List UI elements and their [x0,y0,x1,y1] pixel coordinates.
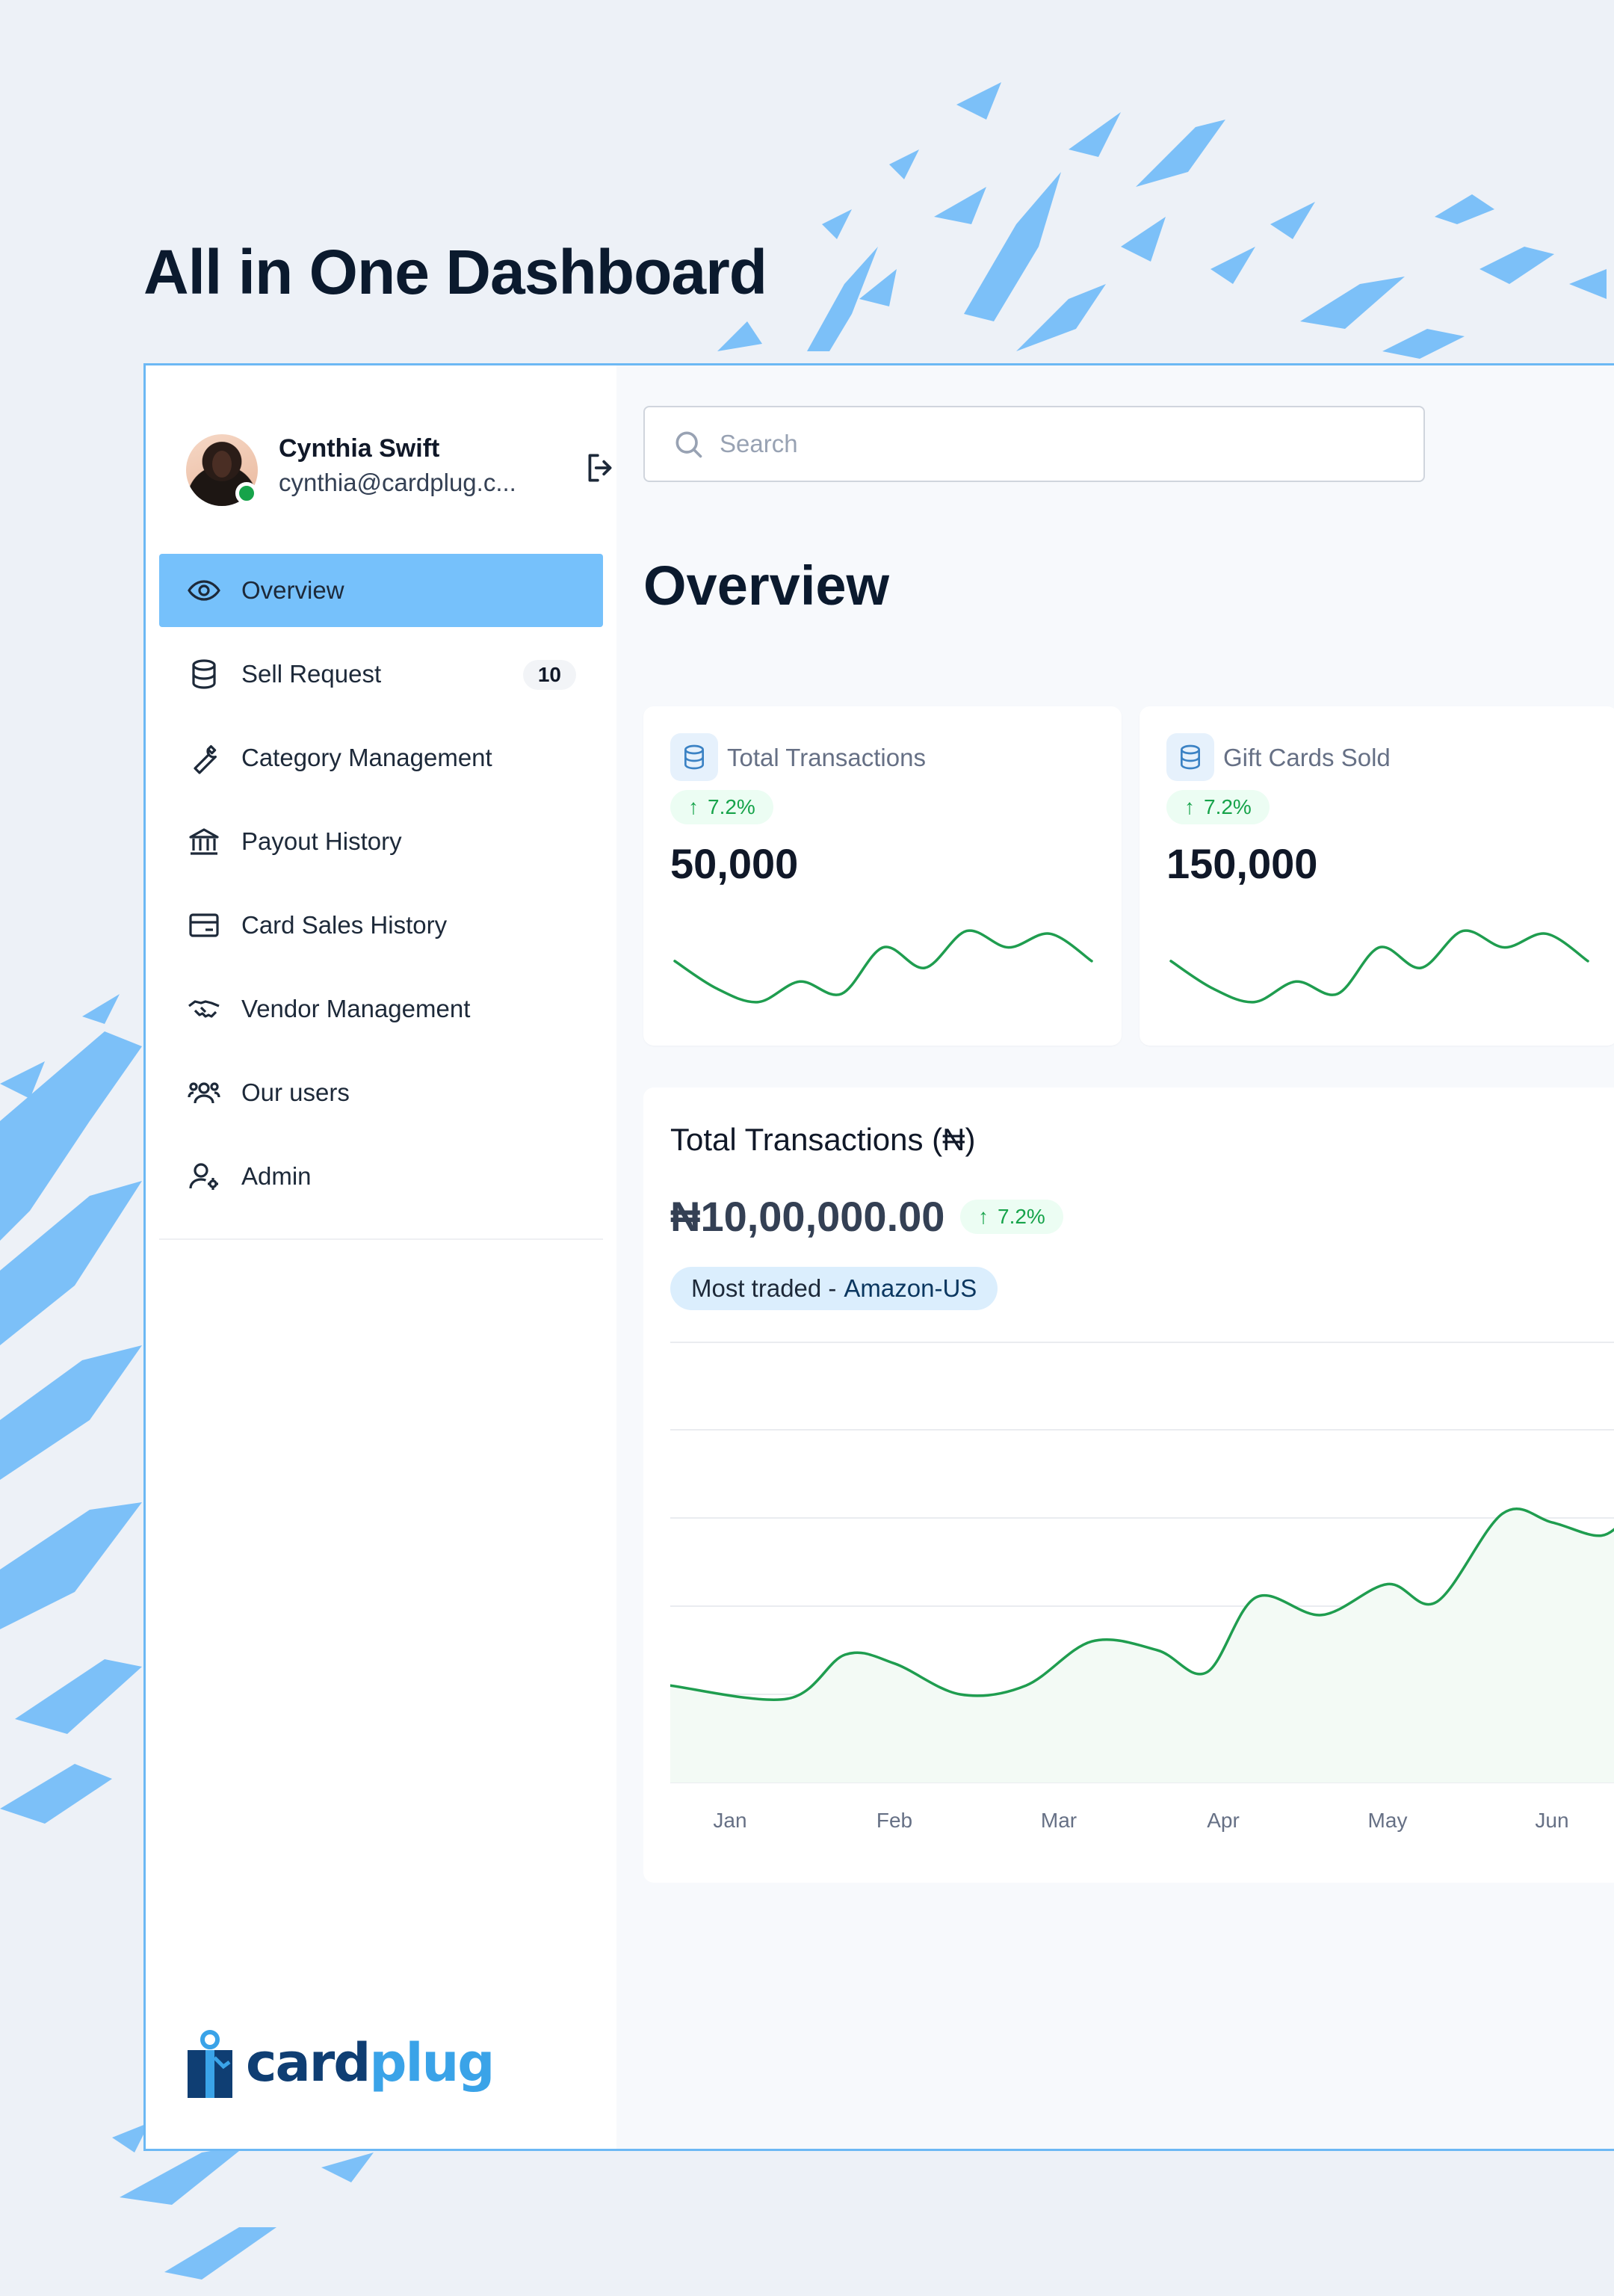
gift-icon [188,2030,232,2098]
sidebar-item-label: Card Sales History [241,911,448,939]
hero-title: All in One Dashboard [143,237,767,307]
sidebar-divider [159,1238,603,1240]
cardplug-logo: cardplug [186,2028,495,2102]
sidebar-item-label: Admin [241,1162,312,1190]
sell-request-count-badge: 10 [522,660,576,690]
stat-card-total-transactions: Total Transactions ↑ 7.2% 50,000 [643,706,1122,1046]
sidebar-item-overview[interactable]: Overview [159,554,603,627]
handshake-icon [188,1000,220,1018]
arrow-up-icon: ↑ [978,1205,989,1228]
most-traded-label: Most traded - [691,1274,837,1302]
sidebar-item-payout-history[interactable]: Payout History [159,805,603,878]
user-profile: Cynthia Swift cynthia@cardplug.c... [186,434,612,509]
sidebar-item-vendor-management[interactable]: Vendor Management [159,972,603,1046]
sidebar-item-label: Our users [241,1078,350,1106]
stat-title: Total Transactions [727,744,926,771]
sidebar: Cynthia Swift cynthia@cardplug.c... Over… [146,365,616,2149]
sidebar-item-label: Category Management [241,744,492,771]
brand-name-part1: card [246,2032,371,2093]
brand-name-part2: plug [369,2032,495,2093]
stat-card-gift-cards-sold: Gift Cards Sold ↑ 7.2% 150,000 [1140,706,1614,1046]
sidebar-item-our-users[interactable]: Our users [159,1056,603,1129]
sparkline-chart [673,929,1093,1004]
stat-icon-container [670,733,718,781]
sidebar-item-label: Vendor Management [241,995,471,1022]
sparkline-series-line [673,929,1093,1004]
logout-icon[interactable] [582,449,619,487]
trend-value: 7.2% [708,795,755,818]
dashboard-window: Cynthia Swift cynthia@cardplug.c... Over… [143,363,1614,2151]
summary-title: Total Transactions (₦) [670,1122,976,1157]
main-content: Overview Total Transactions ↑ 7.2% 50,000… [616,365,1614,2149]
x-tick-label: Feb [876,1809,912,1832]
search-input[interactable] [720,430,1392,458]
coins-stack-icon [1181,744,1200,770]
area-fill [670,1508,1614,1783]
stat-title: Gift Cards Sold [1223,744,1391,771]
wrench-icon [194,745,217,774]
users-icon [188,1082,220,1104]
stat-icon-container [1166,733,1214,781]
stat-value: 50,000 [670,840,799,887]
trend-value: 7.2% [1204,795,1252,818]
sidebar-item-sell-request[interactable]: Sell Request 10 [159,638,603,711]
sparkline-chart [1169,929,1589,1004]
trend-badge: ↑ 7.2% [1166,790,1270,824]
page-title: Overview [643,555,890,617]
x-tick-label: Mar [1041,1809,1077,1832]
search-icon [675,431,702,458]
x-tick-label: May [1368,1809,1408,1832]
sidebar-item-card-sales-history[interactable]: Card Sales History [159,889,603,962]
search-bar[interactable] [643,406,1425,482]
x-tick-label: Jan [713,1809,746,1832]
arrow-up-icon: ↑ [688,795,699,818]
sparkline-series-line [1169,929,1589,1004]
sidebar-item-admin[interactable]: Admin [159,1140,603,1213]
coins-stack-icon [192,659,216,689]
sidebar-item-label: Payout History [241,827,402,855]
stat-value: 150,000 [1166,840,1318,887]
sidebar-nav: Overview Sell Request 10 Category Manage… [159,554,603,1223]
transactions-summary-card: Total Transactions (₦) ₦10,00,000.00 ↑ 7.… [643,1087,1614,1883]
series-line [670,1507,1614,1701]
user-name: Cynthia Swift [279,434,440,463]
x-tick-label: Jun [1535,1809,1568,1832]
trend-badge: ↑ 7.2% [960,1200,1063,1234]
most-traded-badge: Most traded - Amazon-US [670,1267,998,1310]
sidebar-item-category-management[interactable]: Category Management [159,721,603,794]
transactions-area-chart: Jan Feb Mar Apr May Jun [670,1342,1614,1832]
eye-icon [188,580,220,601]
trend-badge: ↑ 7.2% [670,790,773,824]
most-traded-value: Amazon-US [844,1274,977,1302]
summary-value: ₦10,00,000.00 [670,1193,945,1240]
x-tick-label: Apr [1207,1809,1240,1832]
bank-icon [189,828,219,855]
user-settings-icon [189,1163,218,1190]
sidebar-item-label: Overview [241,576,344,604]
coins-stack-icon [684,744,704,770]
arrow-up-icon: ↑ [1184,795,1195,818]
user-email: cynthia@cardplug.c... [279,469,516,496]
trend-value: 7.2% [998,1205,1045,1228]
online-status-icon [235,482,258,504]
credit-card-icon [189,913,219,937]
sidebar-item-label: Sell Request [241,660,382,688]
